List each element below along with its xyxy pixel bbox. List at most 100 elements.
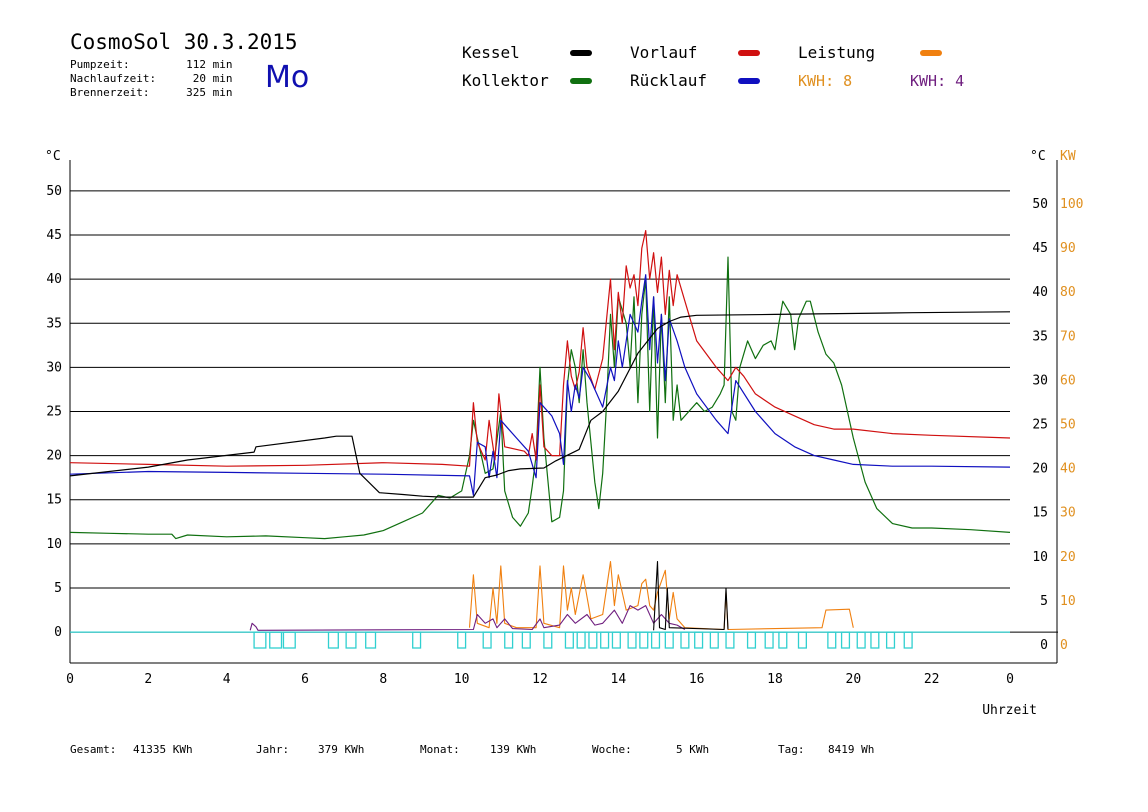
legend-vorlauf-swatch (738, 50, 760, 56)
y-tick-left-30: 30 (46, 360, 62, 375)
series-kollektor (69, 256, 1011, 540)
weekday-label: Mo (265, 60, 310, 95)
x-tick-3: 6 (301, 672, 309, 687)
x-tick-6: 12 (532, 672, 548, 687)
pump-interval-2 (282, 631, 296, 649)
y-tick-right-20: 20 (1032, 462, 1048, 477)
footer-tag-label: Tag: (778, 743, 805, 756)
y-tick-kw-60: 60 (1060, 373, 1076, 388)
y-tick-right-0: 0 (1040, 638, 1048, 653)
legend-kessel-label: Kessel (462, 43, 520, 62)
pump-interval-1 (269, 631, 283, 649)
legend-kwh-solar: KWH: 8 (798, 72, 853, 90)
pump-interval-5 (365, 631, 377, 649)
y-tick-kw-100: 100 (1060, 197, 1083, 212)
pump-interval-0 (253, 631, 267, 649)
pump-interval-24 (725, 631, 735, 649)
y-tick-left-5: 5 (54, 581, 62, 596)
pump-interval-7 (457, 631, 467, 649)
nachlaufzeit-label: Nachlaufzeit: (70, 72, 157, 85)
y-tick-left-20: 20 (46, 449, 62, 464)
pump-interval-6 (412, 631, 422, 649)
pump-interval-18 (639, 631, 649, 649)
y-tick-right-15: 15 (1032, 506, 1048, 521)
pump-interval-29 (827, 631, 837, 649)
pump-interval-31 (856, 631, 866, 649)
footer-jahr-value: 379 KWh (318, 743, 365, 756)
pump-interval-30 (840, 631, 851, 649)
x-axis-label: Uhrzeit (982, 703, 1037, 718)
pump-interval-19 (650, 631, 661, 649)
series-kessel (69, 311, 1011, 498)
pump-interval-4 (345, 631, 357, 649)
pump-interval-11 (543, 631, 553, 649)
y-tick-kw-50: 50 (1060, 418, 1076, 433)
y-tick-kw-20: 20 (1060, 550, 1076, 565)
pump-interval-14 (588, 631, 598, 649)
power-series-2 (653, 560, 729, 631)
legend-leistung-label: Leistung (798, 43, 876, 62)
legend-kwh-kessel: KWH: 4 (910, 72, 965, 90)
y-axis-label-left: °C (45, 149, 61, 164)
pump-interval-28 (797, 631, 807, 649)
y-tick-kw-90: 90 (1060, 241, 1076, 256)
chart-title: CosmoSol 30.3.2015 (70, 30, 298, 54)
pump-interval-33 (885, 631, 896, 649)
pump-interval-26 (764, 631, 774, 649)
y-tick-left-0: 0 (54, 625, 62, 640)
y-tick-right-10: 10 (1032, 550, 1048, 565)
pump-interval-16 (611, 631, 621, 649)
pump-interval-23 (709, 631, 719, 649)
y-tick-right-50: 50 (1032, 197, 1048, 212)
footer-woche-value: 5 KWh (676, 743, 710, 756)
nachlaufzeit-value: 20 (192, 72, 206, 85)
y-tick-kw-0: 0 (1060, 638, 1068, 653)
pump-interval-8 (482, 631, 492, 649)
x-tick-1: 2 (144, 672, 152, 687)
legend-ruecklauf-swatch (738, 78, 760, 84)
x-tick-4: 8 (379, 672, 387, 687)
brennerzeit-value: 325 (186, 86, 206, 99)
y-tick-left-10: 10 (46, 537, 62, 552)
pumpzeit-unit: min (212, 58, 233, 71)
pumpzeit-label: Pumpzeit: (70, 58, 130, 71)
footer-tag-value: 8419 Wh (828, 743, 875, 756)
y-tick-left-35: 35 (46, 316, 62, 331)
nachlaufzeit-row: Nachlaufzeit: 20 min (70, 72, 233, 85)
y-tick-right-5: 5 (1040, 594, 1048, 609)
y-tick-kw-40: 40 (1060, 462, 1076, 477)
y-tick-right-45: 45 (1032, 241, 1048, 256)
pump-interval-12 (564, 631, 574, 649)
footer-jahr-label: Jahr: (256, 743, 290, 756)
y-tick-left-40: 40 (46, 272, 62, 287)
x-tick-9: 18 (767, 672, 783, 687)
y-tick-left-25: 25 (46, 405, 62, 420)
y-axis-label-right-kw: KW (1060, 149, 1076, 164)
y-tick-kw-10: 10 (1060, 594, 1076, 609)
legend-ruecklauf-label: Rücklauf (630, 71, 708, 90)
footer-gesamt-label: Gesamt: (70, 743, 117, 756)
footer-monat-label: Monat: (420, 743, 460, 756)
y-tick-left-50: 50 (46, 184, 62, 199)
series-ruecklauf (69, 274, 1011, 496)
brennerzeit-unit: min (212, 86, 233, 99)
pump-interval-25 (746, 631, 757, 649)
x-tick-12: 0 (1006, 672, 1014, 687)
y-tick-right-25: 25 (1032, 418, 1048, 433)
legend-kollektor-swatch (570, 78, 592, 84)
y-tick-right-30: 30 (1032, 373, 1048, 388)
x-tick-11: 22 (924, 672, 940, 687)
pump-interval-15 (600, 631, 610, 649)
pump-interval-34 (903, 631, 913, 649)
brennerzeit-row: Brennerzeit: 325 min (70, 86, 233, 99)
pump-interval-20 (664, 631, 674, 649)
power-series-1 (249, 605, 686, 631)
pump-interval-9 (504, 631, 514, 649)
footer-woche-label: Woche: (592, 743, 632, 756)
pump-interval-27 (778, 631, 788, 649)
legend-kollektor-label: Kollektor (462, 71, 549, 90)
legend-vorlauf-label: Vorlauf (630, 43, 698, 62)
power-series-0 (468, 560, 854, 631)
brennerzeit-label: Brennerzeit: (70, 86, 150, 99)
x-tick-7: 14 (611, 672, 627, 687)
